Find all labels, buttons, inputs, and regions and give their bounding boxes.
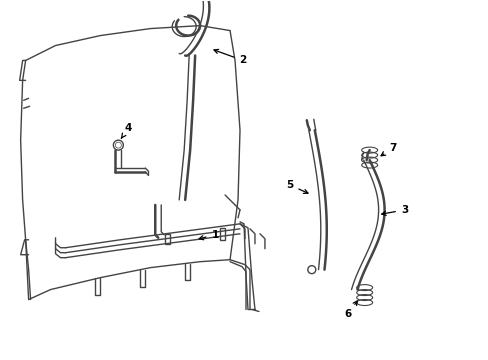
Text: 6: 6 [344, 301, 357, 319]
Text: 3: 3 [381, 205, 407, 215]
Text: 2: 2 [214, 49, 246, 66]
Bar [220, 228, 224, 240]
Text: 7: 7 [380, 143, 395, 156]
Text: 4: 4 [121, 123, 132, 138]
Text: 1: 1 [199, 230, 218, 240]
Text: 5: 5 [285, 180, 307, 193]
Bar [165, 234, 170, 244]
